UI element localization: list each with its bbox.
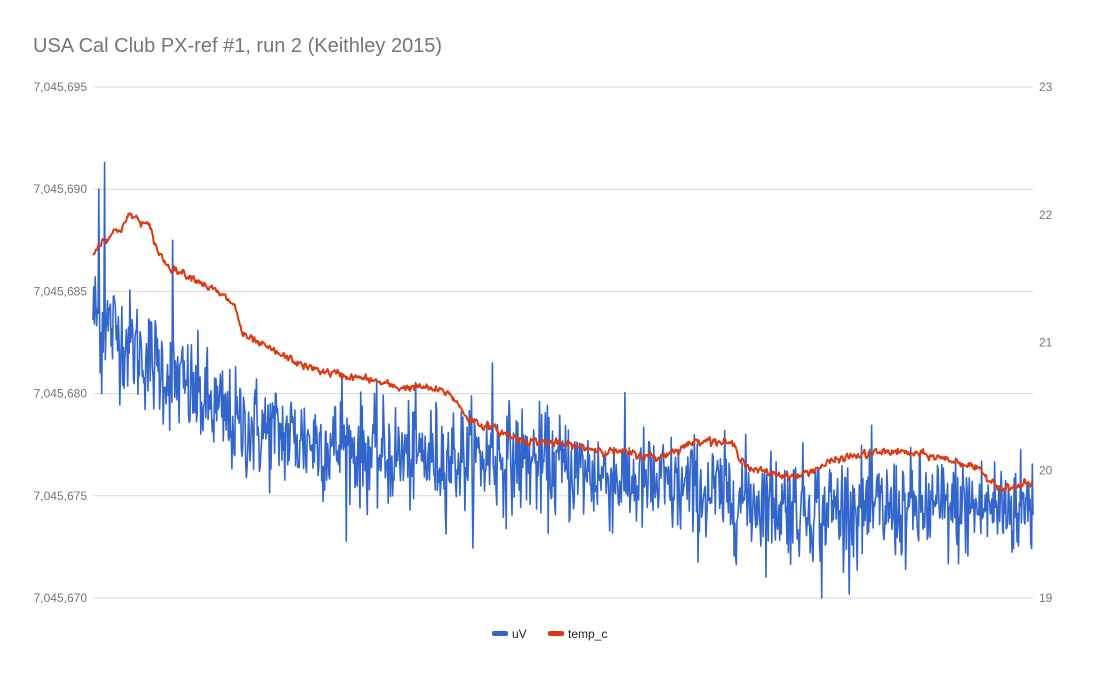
y-left-tick-label: 7,045,675 [34,489,88,503]
gridlines [93,86,1033,599]
series-layer [92,161,1034,599]
y-left-tick-label: 7,045,685 [34,284,88,298]
chart-title: USA Cal Club PX-ref #1, run 2 (Keithley … [33,35,442,57]
y-left-tick-label: 7,045,690 [34,182,88,196]
legend-item-temp-c[interactable]: temp_c [548,627,607,641]
y-axis-right: 19 20 21 22 23 [1039,80,1053,605]
legend-item-uV[interactable]: uV [492,627,527,641]
legend[interactable]: uV temp_c [492,627,607,641]
legend-label: uV [512,627,527,641]
legend-swatch [548,631,564,636]
y-right-tick-label: 19 [1039,591,1053,605]
series-line-temp-c[interactable] [92,212,1034,492]
y-right-tick-label: 23 [1039,80,1053,94]
y-right-tick-label: 21 [1039,336,1053,350]
legend-swatch [492,631,508,636]
y-right-tick-label: 20 [1039,463,1053,477]
series-line-uV[interactable] [92,161,1034,599]
legend-label: temp_c [568,627,607,641]
y-left-tick-label: 7,045,695 [34,80,88,94]
y-left-tick-label: 7,045,680 [34,387,88,401]
y-right-tick-label: 22 [1039,208,1053,222]
y-left-tick-label: 7,045,670 [34,591,88,605]
y-axis-left: 7,045,670 7,045,675 7,045,680 7,045,685 7,04… [34,80,88,605]
